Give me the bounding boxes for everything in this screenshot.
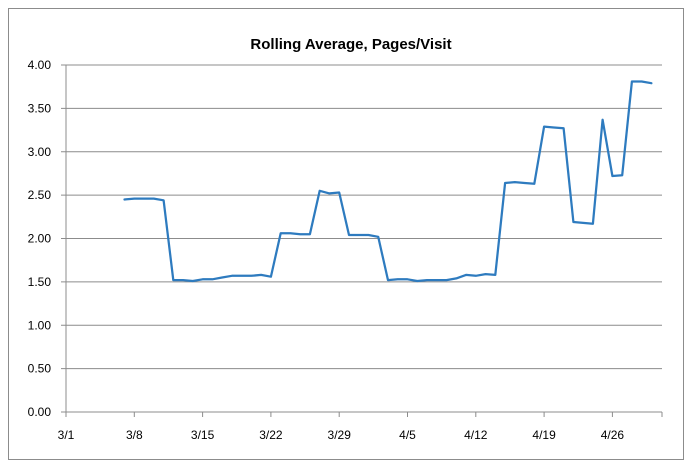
y-tick-label: 3.50 bbox=[28, 101, 52, 115]
y-axis: 0.00 0.50 1.00 1.50 2.00 2.50 3.00 3.50 4.00 bbox=[28, 58, 67, 419]
x-tick-label: 4/12 bbox=[464, 428, 488, 442]
x-tick-label: 3/8 bbox=[126, 428, 143, 442]
series-group bbox=[123, 80, 653, 283]
y-tick-label: 4.00 bbox=[28, 58, 52, 72]
x-tick-label: 4/26 bbox=[601, 428, 625, 442]
y-tick-label: 0.00 bbox=[28, 405, 52, 419]
series-line-0 bbox=[123, 80, 653, 283]
y-tick-label: 2.50 bbox=[28, 188, 52, 202]
y-tick-label: 3.00 bbox=[28, 145, 52, 159]
y-tick-label: 0.50 bbox=[28, 362, 52, 376]
y-tick-label: 1.00 bbox=[28, 318, 52, 332]
x-tick-label: 4/19 bbox=[532, 428, 556, 442]
x-tick-label: 3/1 bbox=[58, 428, 75, 442]
chart-frame bbox=[8, 8, 684, 460]
x-tick-label: 3/15 bbox=[191, 428, 215, 442]
y-tick-label: 1.50 bbox=[28, 275, 52, 289]
gridlines bbox=[66, 64, 662, 370]
x-tick-label: 3/29 bbox=[328, 428, 352, 442]
x-tick-label: 4/5 bbox=[399, 428, 416, 442]
x-tick-label: 3/22 bbox=[259, 428, 283, 442]
chart-title: Rolling Average, Pages/Visit bbox=[250, 36, 451, 53]
x-axis: 3/1 3/8 3/15 3/22 3/29 4/5 4/12 4/19 4/26 bbox=[58, 411, 663, 442]
y-tick-label: 2.00 bbox=[28, 232, 52, 246]
